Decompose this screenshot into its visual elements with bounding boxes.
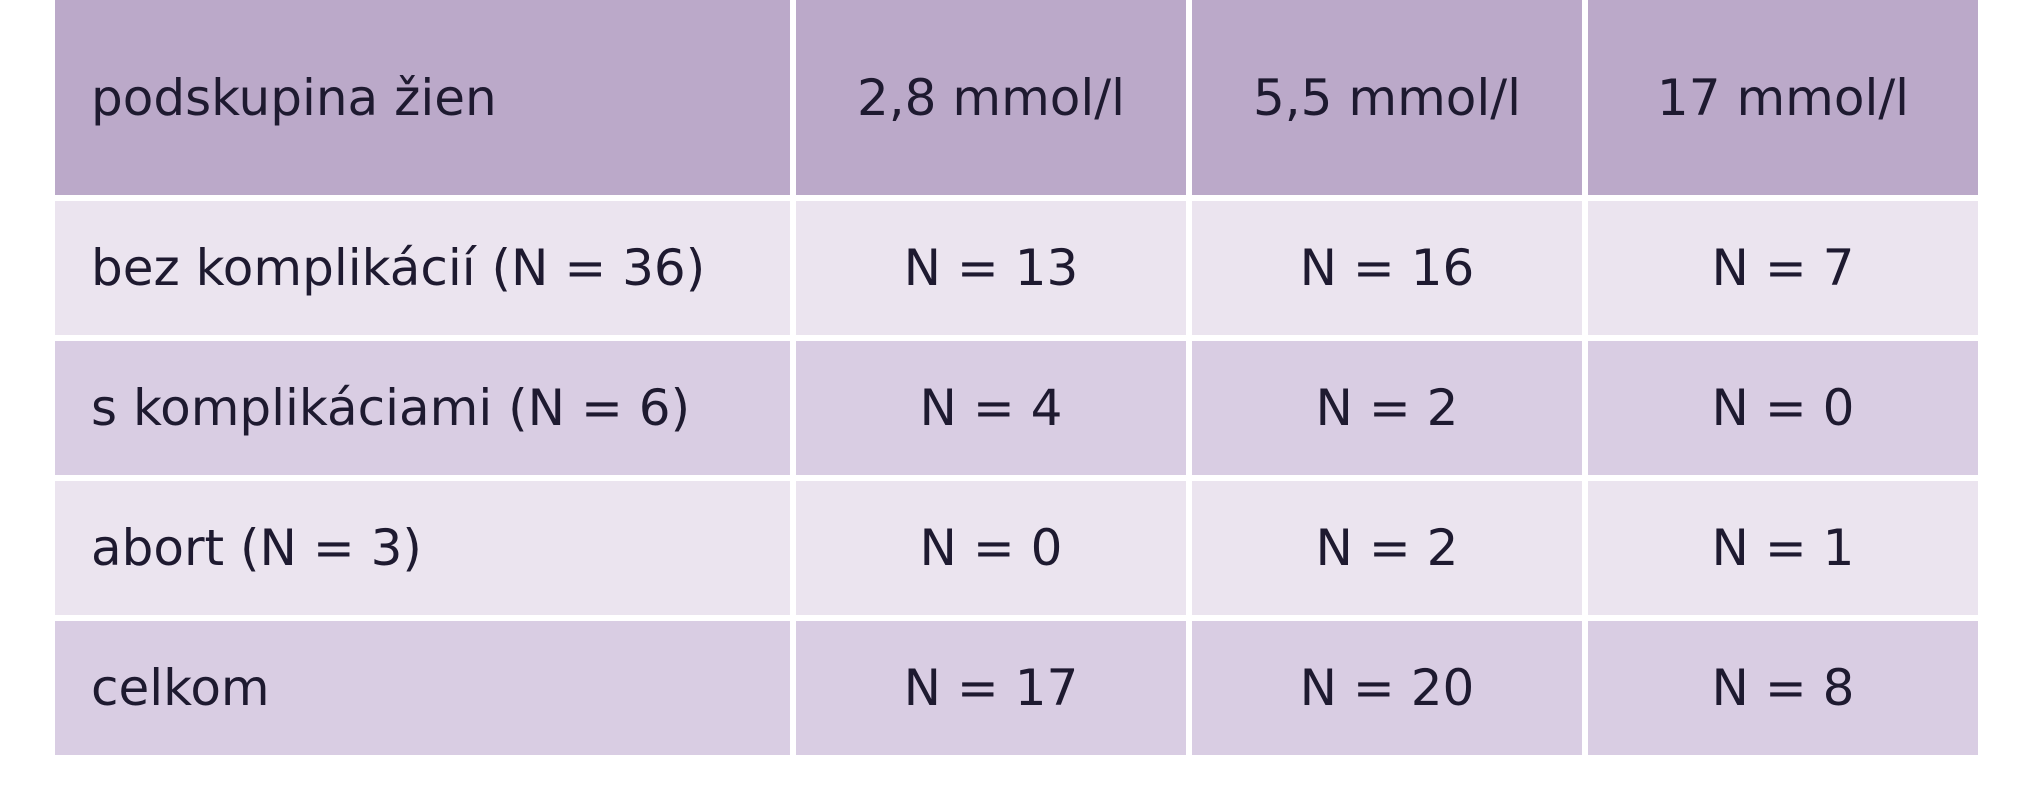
header-cell: 2,8 mmol/l — [790, 0, 1186, 195]
table-cell: N = 8 — [1582, 615, 1978, 755]
table-cell: N = 13 — [790, 195, 1186, 335]
header-cell: 5,5 mmol/l — [1186, 0, 1582, 195]
table-cell: N = 2 — [1186, 475, 1582, 615]
row-label: celkom — [55, 615, 790, 755]
table-wrap: podskupina žien 2,8 mmol/l 5,5 mmol/l 17… — [55, 0, 1978, 755]
table-cell: N = 16 — [1186, 195, 1582, 335]
table: podskupina žien 2,8 mmol/l 5,5 mmol/l 17… — [55, 0, 1978, 755]
row-label: abort (N = 3) — [55, 475, 790, 615]
table-cell: N = 1 — [1582, 475, 1978, 615]
header-cell: podskupina žien — [55, 0, 790, 195]
header-cell: 17 mmol/l — [1582, 0, 1978, 195]
table-row: celkom N = 17 N = 20 N = 8 — [55, 615, 1978, 755]
table-cell: N = 0 — [1582, 335, 1978, 475]
table-cell: N = 0 — [790, 475, 1186, 615]
table-cell: N = 7 — [1582, 195, 1978, 335]
header-row: podskupina žien 2,8 mmol/l 5,5 mmol/l 17… — [55, 0, 1978, 195]
table-row: bez komplikácií (N = 36) N = 13 N = 16 N = … — [55, 195, 1978, 335]
table-cell: N = 4 — [790, 335, 1186, 475]
table-body: bez komplikácií (N = 36) N = 13 N = 16 N = … — [55, 195, 1978, 755]
row-label: bez komplikácií (N = 36) — [55, 195, 790, 335]
table-cell: N = 20 — [1186, 615, 1582, 755]
row-label: s komplikáciami (N = 6) — [55, 335, 790, 475]
table-cell: N = 17 — [790, 615, 1186, 755]
table-cell: N = 2 — [1186, 335, 1582, 475]
